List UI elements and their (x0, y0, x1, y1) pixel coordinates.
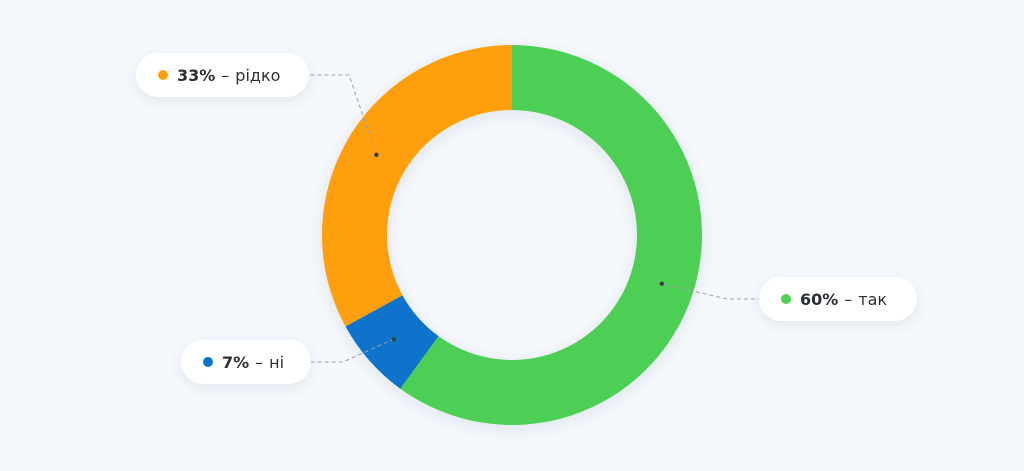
leader-line-tak (661, 283, 759, 300)
donut-slice-ni (345, 295, 439, 389)
legend-dot-tak (781, 294, 791, 304)
leader-dot-tak (659, 281, 664, 286)
leader-dot-ni (391, 336, 397, 342)
donut-slice-ridko (322, 45, 512, 327)
data-label-value: 33% (177, 65, 216, 85)
donut-slice-tak (400, 45, 703, 425)
data-label-value: 60% (800, 289, 839, 309)
leader-lines-layer (309, 74, 759, 363)
slice-label-ridko: 33% – рідко (136, 53, 309, 97)
donut-ring (322, 45, 703, 425)
slices-layer (322, 45, 703, 425)
data-label-category: рідко (235, 65, 281, 85)
leader-line-ni (311, 338, 395, 363)
data-label-separator: – (255, 352, 264, 372)
leader-dot-ridko (374, 152, 379, 158)
legend-dot-ni (203, 357, 213, 367)
slice-label-tak: 60% – так (759, 277, 917, 321)
data-label-category: ні (269, 352, 285, 372)
data-label-separator: – (221, 65, 230, 85)
data-label-separator: – (844, 289, 853, 309)
data-label-category: так (858, 289, 888, 309)
data-label-value: 7% (222, 352, 250, 372)
legend-dot-ridko (158, 70, 168, 80)
slice-label-ni: 7% – ні (181, 340, 311, 384)
leader-line-ridko (309, 74, 377, 155)
